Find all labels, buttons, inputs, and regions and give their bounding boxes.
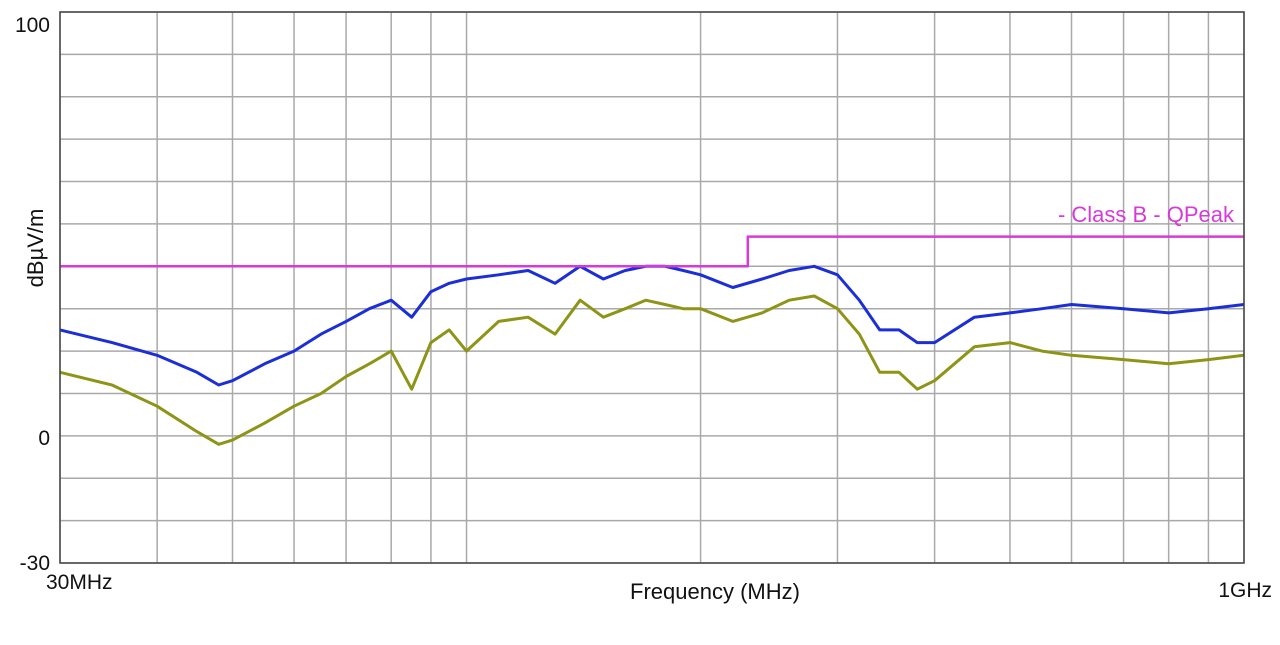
plot-frame <box>59 11 1245 564</box>
grid <box>59 11 1245 564</box>
y-tick-label-zero: 0 <box>38 427 50 450</box>
y-axis-label: dBµV/m <box>23 209 48 288</box>
plot-lines <box>59 235 1245 446</box>
series-line-limit <box>60 235 1244 268</box>
series-line-peak <box>59 264 1245 387</box>
x-axis-label: Frequency (MHz) <box>630 579 800 604</box>
legend-limit-label: - Class B - QPeak <box>1058 202 1235 227</box>
y-tick-label-top: 100 <box>15 14 50 37</box>
tick-labels: 100 0 -30 30MHz 1GHz <box>15 14 1272 602</box>
series-line-average <box>59 294 1245 446</box>
x-tick-label-left: 30MHz <box>46 571 113 594</box>
x-tick-label-right: 1GHz <box>1218 579 1272 602</box>
y-tick-label-bottom: -30 <box>20 552 50 575</box>
